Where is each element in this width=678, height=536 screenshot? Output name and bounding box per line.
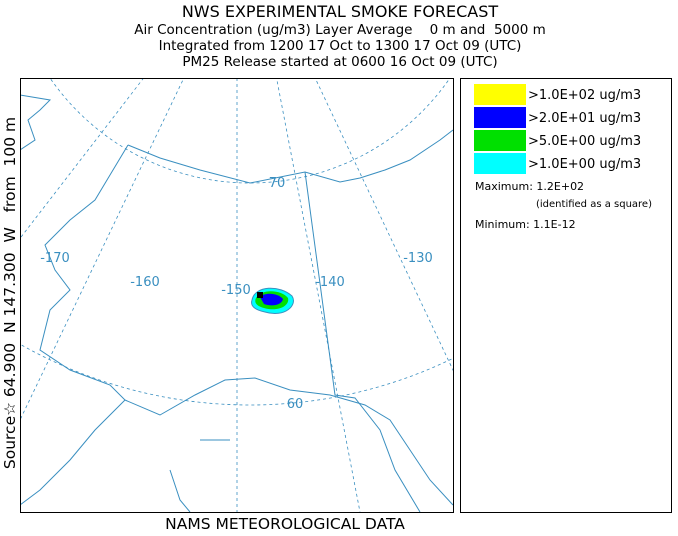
plume — [260, 293, 283, 306]
legend-swatch — [474, 107, 526, 128]
subtitle: PM25 Release started at 0600 16 Oct 09 (… — [182, 54, 497, 70]
subtitle: Integrated from 1200 17 Oct to 1300 17 O… — [159, 38, 522, 54]
grid-label: -160 — [130, 275, 160, 290]
minimum: Minimum: 1.1E-12 — [475, 218, 576, 231]
border — [304, 171, 421, 512]
meridian — [276, 78, 361, 512]
coastline — [169, 439, 230, 512]
grid-label: -150 — [221, 283, 251, 298]
legend-label: >2.0E+01 ug/m3 — [528, 111, 641, 126]
legend-swatch — [474, 153, 526, 174]
grid-label: -170 — [40, 251, 70, 266]
legend-swatch — [474, 84, 526, 105]
coastline — [127, 129, 453, 184]
legend-swatch — [474, 130, 526, 151]
meridian — [20, 78, 185, 421]
footer: NAMS METEOROLOGICAL DATA — [165, 515, 405, 532]
coastline — [124, 377, 453, 506]
grid-label: -140 — [315, 275, 345, 290]
title: NWS EXPERIMENTAL SMOKE FORECAST — [182, 2, 499, 21]
source-label: Source☆ 64.900 N 147.300 W from 100 m — [1, 117, 19, 469]
subtitle: Air Concentration (ug/m3) Layer Average … — [134, 22, 546, 38]
meridian — [314, 78, 453, 371]
max-note: (identified as a square) — [536, 199, 652, 210]
grid-label: -130 — [403, 251, 433, 266]
legend: Maximum: 1.2E+02 (identified as a square… — [460, 78, 672, 513]
legend-label: >5.0E+00 ug/m3 — [528, 134, 641, 149]
legend-frame — [460, 78, 672, 513]
legend-label: >1.0E+02 ug/m3 — [528, 88, 641, 103]
legend-label: >1.0E+00 ug/m3 — [528, 157, 641, 172]
max-square — [257, 292, 263, 298]
grid-label: 70 — [269, 176, 286, 191]
coastline — [20, 94, 52, 151]
map-frame — [20, 78, 454, 513]
maximum: Maximum: 1.2E+02 — [475, 180, 584, 193]
coastline — [20, 144, 129, 506]
grid-label: 60 — [287, 397, 304, 412]
map: -170 -160 -150 -140 -130 70 60 — [20, 78, 454, 513]
